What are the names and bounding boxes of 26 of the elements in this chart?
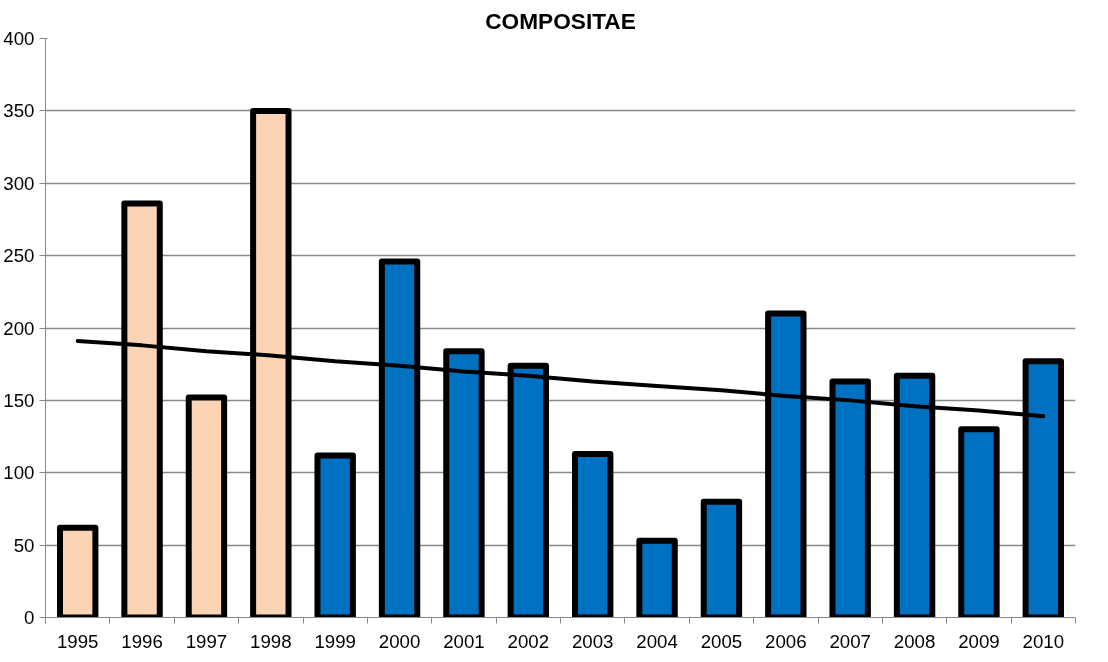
y-tick-label: 0 (24, 607, 35, 628)
x-tick-label: 2010 (1022, 630, 1065, 652)
x-tick-label: 1996 (121, 630, 163, 652)
y-tick-label: 150 (3, 389, 35, 411)
y-tick-label: 50 (13, 534, 35, 556)
y-tick-label: 300 (3, 172, 35, 194)
x-tick-label: 2004 (636, 630, 678, 652)
x-tick-label: 1999 (314, 630, 356, 652)
x-tick-label: 2008 (893, 630, 936, 652)
chart-title: COMPOSITAE (485, 7, 636, 34)
x-tick-label: 2001 (443, 630, 485, 652)
x-tick-label: 2000 (378, 630, 421, 652)
x-tick-label: 2007 (829, 630, 871, 652)
x-tick-label: 2006 (765, 630, 807, 652)
y-tick-label: 200 (3, 317, 35, 339)
x-tick-label: 1997 (185, 630, 228, 652)
y-tick-label: 350 (3, 100, 35, 122)
y-tick-label: 400 (3, 28, 35, 49)
x-tick-label: 1998 (250, 630, 292, 652)
x-tick-label: 2009 (958, 630, 1000, 652)
x-tick-label: 1995 (56, 630, 99, 652)
x-tick-label: 2003 (571, 630, 614, 652)
x-tick-label: 2005 (700, 630, 743, 652)
y-tick-label: 250 (3, 245, 35, 267)
x-tick-label: 2002 (507, 630, 550, 652)
y-tick-label: 100 (3, 462, 35, 484)
